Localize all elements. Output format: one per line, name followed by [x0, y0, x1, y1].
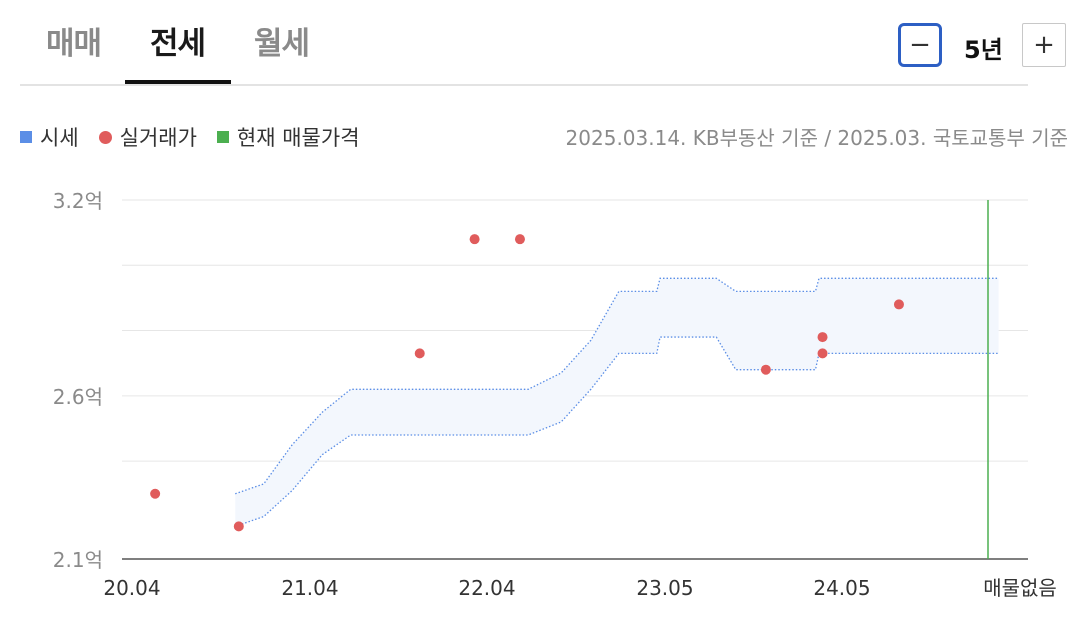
y-tick-label: 2.1억	[53, 548, 103, 572]
x-tick-label: 22.04	[458, 576, 515, 600]
transaction-point	[894, 299, 904, 309]
transaction-point	[234, 521, 244, 531]
market-price-band	[235, 278, 998, 526]
x-tick-label: 23.05	[636, 576, 693, 600]
y-tick-label: 3.2억	[53, 189, 103, 213]
transaction-point	[818, 348, 828, 358]
transaction-point	[415, 348, 425, 358]
x-tick-label: 24.05	[813, 576, 870, 600]
transaction-point	[515, 234, 525, 244]
y-tick-label: 2.6억	[53, 385, 103, 409]
x-tick-label: 21.04	[281, 576, 338, 600]
x-tick-label: 20.04	[103, 576, 160, 600]
transaction-point	[761, 365, 771, 375]
transaction-point	[470, 234, 480, 244]
transaction-point	[150, 489, 160, 499]
transaction-point	[818, 332, 828, 342]
x-tick-label: 매물없음	[983, 576, 1057, 600]
